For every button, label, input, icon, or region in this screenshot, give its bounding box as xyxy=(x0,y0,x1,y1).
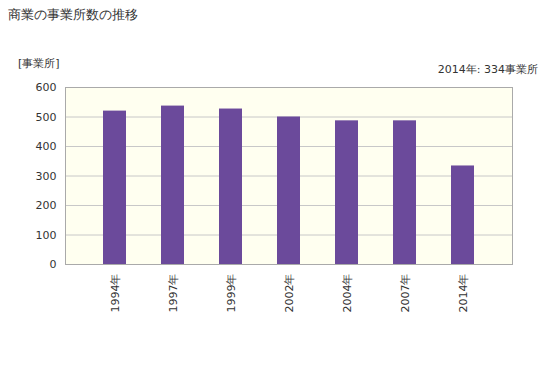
svg-text:2007年: 2007年 xyxy=(399,274,412,313)
svg-text:1994年: 1994年 xyxy=(109,274,122,313)
svg-text:0: 0 xyxy=(50,258,57,271)
svg-text:400: 400 xyxy=(36,140,57,153)
svg-text:100: 100 xyxy=(36,229,57,242)
html-text:2014年: 334事業所: 2014年: 334事業所 xyxy=(437,63,538,76)
svg-text:200: 200 xyxy=(36,199,57,212)
html-text:商業の事業所数の推移: 商業の事業所数の推移 xyxy=(8,7,138,22)
svg-text:2004年: 2004年 xyxy=(341,274,354,313)
svg-text:300: 300 xyxy=(36,170,57,183)
svg-text:2002年: 2002年 xyxy=(283,274,296,313)
html-text:[事業所]: [事業所] xyxy=(18,57,60,70)
svg-text:500: 500 xyxy=(36,111,57,124)
svg-text:2014年: 2014年 xyxy=(457,274,470,313)
svg-text:1997年: 1997年 xyxy=(167,274,180,313)
svg-text:600: 600 xyxy=(36,81,57,94)
svg-text:1999年: 1999年 xyxy=(225,274,238,313)
